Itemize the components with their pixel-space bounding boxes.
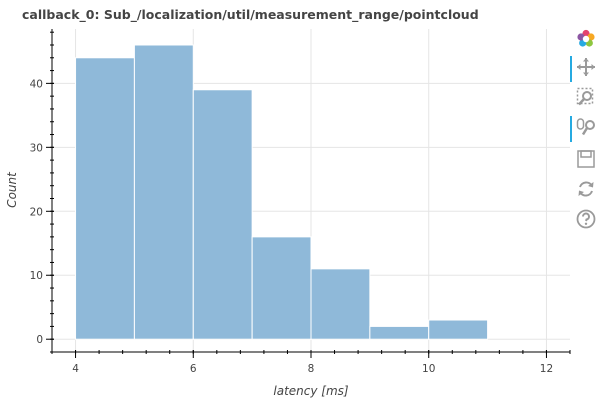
x-tick-label: 12 <box>540 363 553 375</box>
y-axis-label: Count <box>5 171 19 208</box>
histogram-bar <box>310 268 371 340</box>
y-tick-label: 20 <box>30 206 43 218</box>
chart-toolbar <box>570 26 600 246</box>
y-tick-label: 30 <box>30 142 43 154</box>
box-zoom-icon <box>576 87 594 106</box>
pan-icon <box>577 58 595 76</box>
pan-tool-button[interactable] <box>570 54 600 82</box>
histogram-bar <box>369 325 430 340</box>
wheel-zoom-tool-button[interactable] <box>570 114 600 142</box>
x-tick-label: 8 <box>308 363 315 375</box>
save-tool-button[interactable] <box>570 146 600 174</box>
help-icon <box>576 209 596 229</box>
box-zoom-tool-button[interactable] <box>570 84 600 112</box>
x-tick-label: 10 <box>422 363 435 375</box>
x-tick-label: 6 <box>190 363 197 375</box>
reset-icon <box>578 181 594 197</box>
chart-title: callback_0: Sub_/localization/util/measu… <box>22 7 479 22</box>
histogram-bars <box>75 44 489 340</box>
histogram-bar <box>251 236 312 340</box>
save-icon <box>577 150 595 168</box>
y-tick-label: 40 <box>30 78 43 90</box>
x-axis-label: latency [ms] <box>273 384 349 398</box>
wheel-zoom-icon <box>576 118 595 136</box>
y-tick-label: 10 <box>30 270 43 282</box>
histogram-bar <box>133 44 194 340</box>
bokeh-logo-icon[interactable] <box>570 26 600 54</box>
y-tick-label: 0 <box>36 334 43 346</box>
axes: 4 6 8 10 12 0 10 20 30 40 <box>30 29 571 375</box>
x-tick-label: 4 <box>72 363 79 375</box>
histogram-bar <box>428 319 489 340</box>
histogram-bar <box>192 89 253 340</box>
reset-tool-button[interactable] <box>570 176 600 204</box>
help-tool-button[interactable] <box>570 206 600 234</box>
histogram-bar <box>75 57 135 340</box>
